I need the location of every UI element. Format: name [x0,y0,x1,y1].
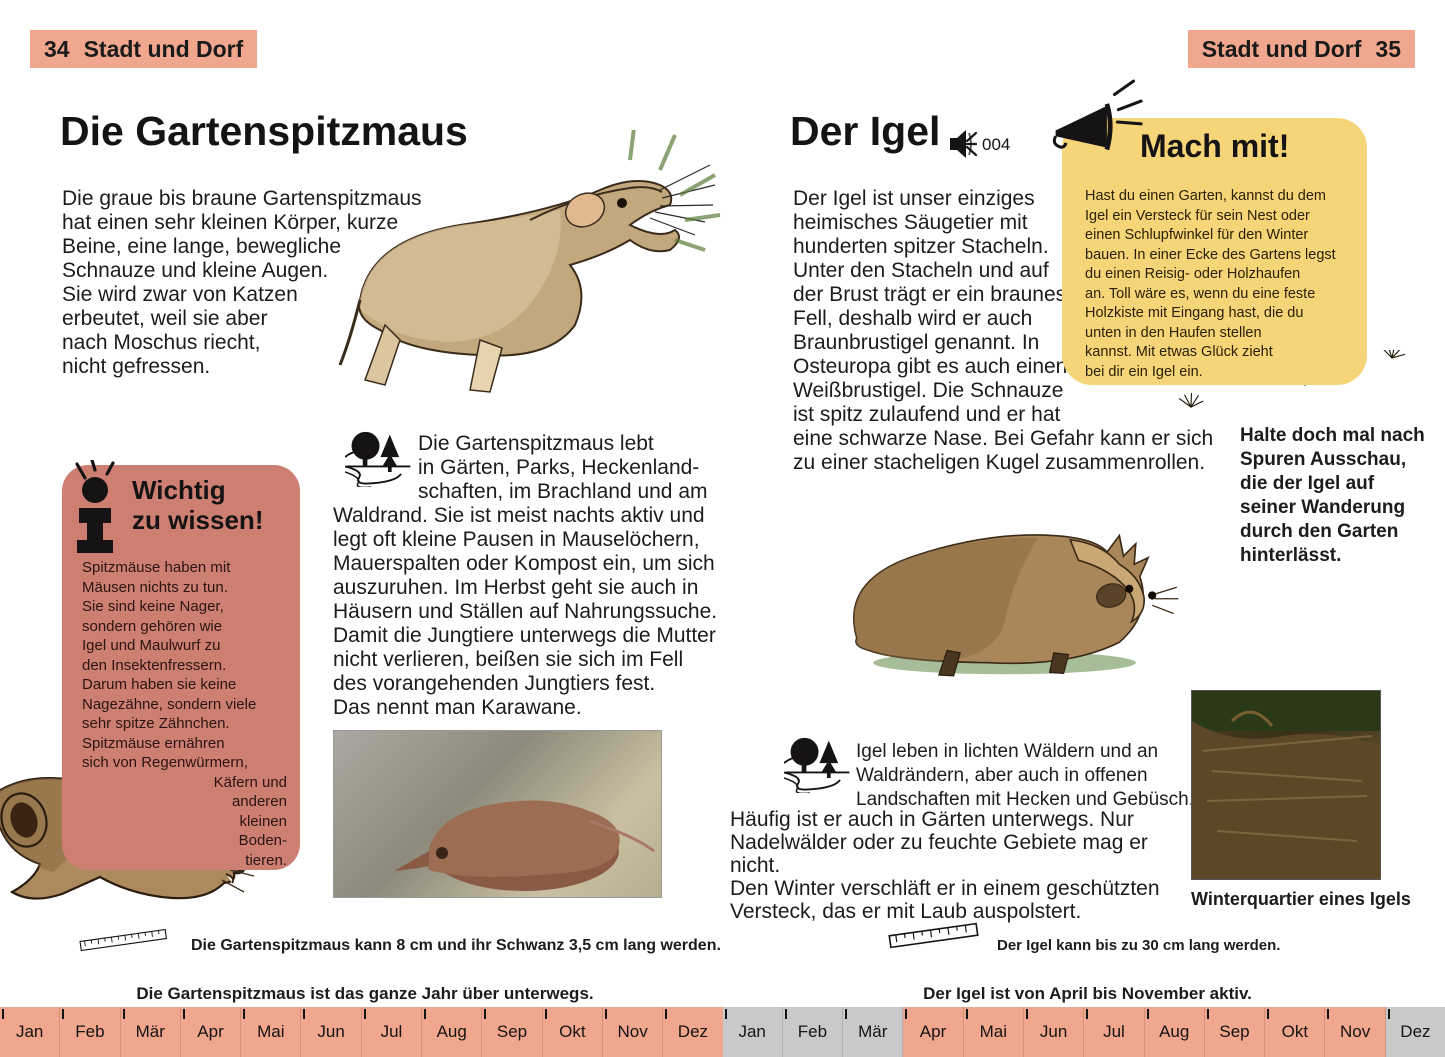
svg-text:004: 004 [982,135,1010,154]
